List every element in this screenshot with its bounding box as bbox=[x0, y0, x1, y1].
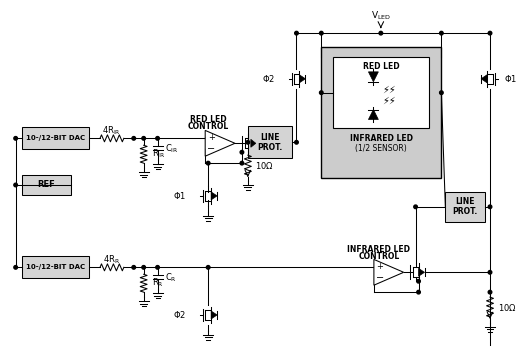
Circle shape bbox=[156, 266, 159, 269]
Text: REF: REF bbox=[38, 181, 55, 190]
Circle shape bbox=[240, 150, 244, 154]
Circle shape bbox=[14, 266, 17, 269]
Bar bbox=[21, 175, 71, 195]
Text: −: − bbox=[207, 144, 215, 154]
Text: 10$\Omega$: 10$\Omega$ bbox=[498, 301, 517, 313]
Bar bbox=[21, 127, 89, 149]
Circle shape bbox=[417, 290, 420, 294]
Text: ⚡⚡: ⚡⚡ bbox=[383, 96, 396, 106]
Circle shape bbox=[417, 280, 420, 283]
Circle shape bbox=[440, 91, 443, 95]
Text: RED LED: RED LED bbox=[190, 115, 227, 124]
Polygon shape bbox=[211, 311, 217, 319]
Text: 10-/12-BIT DAC: 10-/12-BIT DAC bbox=[26, 264, 85, 270]
Text: V$_{\rm LED}$: V$_{\rm LED}$ bbox=[371, 9, 391, 21]
Circle shape bbox=[319, 31, 323, 35]
Bar bbox=[322, 47, 442, 178]
Circle shape bbox=[295, 31, 298, 35]
Bar bbox=[445, 192, 485, 222]
Text: CONTROL: CONTROL bbox=[187, 122, 229, 131]
Text: INFRARED LED: INFRARED LED bbox=[347, 245, 410, 254]
Bar bbox=[21, 256, 89, 278]
Text: $\Phi$1: $\Phi$1 bbox=[173, 190, 186, 201]
Circle shape bbox=[295, 141, 298, 144]
Circle shape bbox=[14, 183, 17, 187]
Text: 10$\Omega$: 10$\Omega$ bbox=[255, 160, 274, 171]
Text: LINE: LINE bbox=[260, 133, 279, 142]
Text: $\Phi$1: $\Phi$1 bbox=[504, 73, 517, 84]
Bar bbox=[333, 57, 430, 128]
Text: +: + bbox=[376, 262, 383, 271]
Text: C$_{\rm R}$: C$_{\rm R}$ bbox=[165, 271, 177, 284]
Circle shape bbox=[379, 31, 383, 35]
Circle shape bbox=[240, 161, 244, 165]
Polygon shape bbox=[211, 192, 217, 200]
Text: −: − bbox=[376, 273, 384, 283]
Circle shape bbox=[319, 91, 323, 95]
Circle shape bbox=[132, 136, 136, 140]
Circle shape bbox=[156, 136, 159, 140]
Text: C$_{\rm IR}$: C$_{\rm IR}$ bbox=[165, 142, 179, 154]
Circle shape bbox=[206, 161, 210, 165]
Polygon shape bbox=[419, 268, 424, 276]
Text: 4R$_{\rm R}$: 4R$_{\rm R}$ bbox=[103, 253, 121, 266]
Circle shape bbox=[142, 266, 146, 269]
Text: $\Phi$2: $\Phi$2 bbox=[262, 73, 275, 84]
Text: INFRARED LED: INFRARED LED bbox=[350, 134, 413, 143]
Text: $\Phi$2: $\Phi$2 bbox=[173, 309, 186, 320]
Text: PROT.: PROT. bbox=[257, 143, 282, 152]
Circle shape bbox=[440, 31, 443, 35]
Text: PROT.: PROT. bbox=[453, 207, 478, 216]
Circle shape bbox=[132, 266, 136, 269]
Polygon shape bbox=[369, 110, 378, 119]
Circle shape bbox=[414, 205, 418, 209]
Circle shape bbox=[488, 290, 492, 294]
Text: R$_{\rm IR}$: R$_{\rm IR}$ bbox=[151, 148, 165, 161]
Polygon shape bbox=[481, 75, 487, 83]
Polygon shape bbox=[205, 130, 235, 156]
Text: 10-/12-BIT DAC: 10-/12-BIT DAC bbox=[26, 135, 85, 141]
Text: (1/2 SENSOR): (1/2 SENSOR) bbox=[355, 144, 407, 153]
Text: LINE: LINE bbox=[455, 197, 475, 206]
Bar bbox=[248, 126, 291, 158]
Circle shape bbox=[14, 136, 17, 140]
Polygon shape bbox=[374, 260, 404, 285]
Text: CONTROL: CONTROL bbox=[358, 252, 399, 261]
Circle shape bbox=[488, 31, 492, 35]
Circle shape bbox=[246, 141, 250, 144]
Polygon shape bbox=[251, 139, 256, 147]
Text: 4R$_{\rm IR}$: 4R$_{\rm IR}$ bbox=[102, 124, 122, 136]
Circle shape bbox=[488, 205, 492, 209]
Circle shape bbox=[488, 270, 492, 274]
Text: R$_{\rm R}$: R$_{\rm R}$ bbox=[151, 277, 163, 289]
Circle shape bbox=[206, 266, 210, 269]
Polygon shape bbox=[369, 72, 378, 82]
Text: +: + bbox=[208, 133, 215, 142]
Circle shape bbox=[142, 136, 146, 140]
Text: RED LED: RED LED bbox=[363, 62, 400, 71]
Text: ⚡⚡: ⚡⚡ bbox=[383, 85, 396, 95]
Polygon shape bbox=[300, 75, 305, 83]
